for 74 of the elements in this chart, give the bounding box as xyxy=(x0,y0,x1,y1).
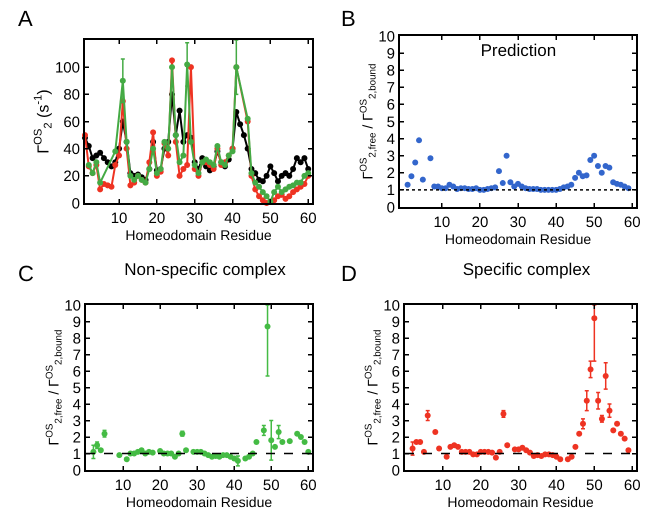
y-tick-label: 3 xyxy=(392,412,400,430)
y-tick-label: 5 xyxy=(72,380,81,397)
x-tick-label: 20 xyxy=(152,477,168,494)
y-tick-label: 10 xyxy=(64,297,81,314)
y-tick-label: 0 xyxy=(72,195,80,212)
x-tick-label: 50 xyxy=(586,214,602,231)
y-tick-label: 9 xyxy=(72,314,81,331)
x-tick-label: 60 xyxy=(624,477,641,494)
y-tick-label: 1 xyxy=(72,446,81,463)
y-tick-label: 9 xyxy=(386,45,395,62)
y-tick-label: 8 xyxy=(392,330,400,348)
y-tick-label: 7 xyxy=(72,346,81,364)
x-axis-title: Homeodomain Residue xyxy=(447,494,594,510)
x-tick-label: 50 xyxy=(262,210,279,227)
y-tick-label: 8 xyxy=(72,330,81,348)
chart-title: Specific complex xyxy=(462,260,591,279)
x-tick-label: 20 xyxy=(472,214,488,231)
y-tick-label: 0 xyxy=(72,462,81,480)
x-tick-label: 30 xyxy=(188,477,206,494)
y-tick-label: 80 xyxy=(63,86,80,104)
text: B xyxy=(341,6,356,31)
y-tick-label: 10 xyxy=(378,28,395,46)
text: C xyxy=(18,261,34,286)
y-tick-label: 7 xyxy=(386,80,395,97)
y-tick-label: 100 xyxy=(54,59,80,76)
y-tick-label: 2 xyxy=(392,429,400,446)
y-tick-label: 40 xyxy=(63,140,80,158)
y-tick-label: 6 xyxy=(392,363,400,380)
x-tick-label: 50 xyxy=(262,477,280,494)
x-axis-title: Homeodomain Residue xyxy=(444,231,592,247)
y-tick-label: 8 xyxy=(386,62,395,80)
y-tick-label: 0 xyxy=(386,199,395,216)
y-tick-label: 4 xyxy=(72,396,81,414)
y-tick-label: 1 xyxy=(392,446,400,463)
chart-title: Non-specific complex xyxy=(124,260,286,279)
y-tick-label: 10 xyxy=(383,297,400,314)
x-tick-label: 40 xyxy=(548,477,565,494)
x-tick-label: 30 xyxy=(510,214,526,231)
x-tick-label: 10 xyxy=(434,214,450,231)
y-tick-label: 4 xyxy=(386,130,395,148)
x-tick-label: 40 xyxy=(548,214,564,231)
x-tick-label: 60 xyxy=(300,477,317,494)
y-tick-label: 6 xyxy=(386,96,395,114)
x-tick-label: 10 xyxy=(434,477,452,494)
x-tick-label: 50 xyxy=(586,477,603,494)
x-axis-title: Homeodomain Residue xyxy=(125,227,272,243)
x-tick-label: 30 xyxy=(510,477,527,494)
x-tick-label: 40 xyxy=(224,210,241,227)
x-tick-label: 60 xyxy=(624,214,641,231)
y-tick-label: 5 xyxy=(392,380,400,397)
y-tick-label: 0 xyxy=(392,462,400,480)
x-tick-label: 40 xyxy=(226,477,243,494)
y-tick-label: 3 xyxy=(386,148,395,165)
y-tick-label: 6 xyxy=(72,363,81,380)
y-tick-label: 60 xyxy=(63,114,80,131)
x-tick-label: 20 xyxy=(472,477,490,494)
y-tick-label: 20 xyxy=(63,168,80,186)
x-tick-label: 20 xyxy=(148,210,166,227)
y-tick-label: 2 xyxy=(72,429,81,446)
y-tick-label: 4 xyxy=(392,396,400,414)
text: D xyxy=(341,261,357,286)
chart-title: Prediction xyxy=(480,40,556,60)
text: A xyxy=(18,6,33,31)
x-tick-label: 10 xyxy=(110,210,128,227)
x-axis-title: Homeodomain Residue xyxy=(126,494,272,510)
y-tick-label: 7 xyxy=(392,346,400,364)
y-tick-label: 1 xyxy=(386,182,395,200)
y-tick-label: 3 xyxy=(72,412,81,430)
y-tick-label: 2 xyxy=(386,165,395,182)
x-tick-label: 30 xyxy=(186,210,204,227)
y-tick-label: 5 xyxy=(386,114,395,131)
x-tick-label: 60 xyxy=(300,210,317,227)
x-tick-label: 10 xyxy=(114,477,132,494)
y-tick-label: 9 xyxy=(392,314,400,331)
